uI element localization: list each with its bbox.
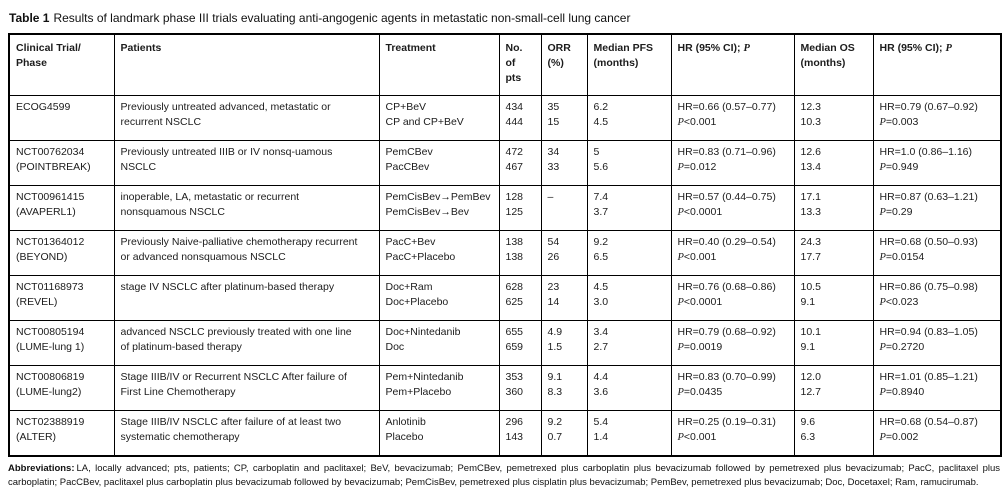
cell-pts: 353 360	[498, 365, 542, 411]
cell-patients: advanced NSCLC previously treated with o…	[113, 320, 380, 366]
table-row: NCT01168973 (REVEL) stage IV NSCLC after p…	[8, 275, 1002, 321]
cell-pts: 655 659	[498, 320, 542, 366]
cell-pts: 628 625	[498, 275, 542, 321]
cell-pts: 296 143	[498, 410, 542, 457]
table-title-text: Results of landmark phase III trials eva…	[53, 11, 631, 25]
cell-pts: 434 444	[498, 95, 542, 141]
cell-pfs: 5.4 1.4	[586, 410, 672, 457]
cell-os: 17.1 13.3	[793, 185, 874, 231]
cell-orr: 35 15	[540, 95, 588, 141]
abbreviations-label: Abbreviations:	[8, 463, 75, 474]
column-header-treatment: Treatment	[378, 33, 500, 96]
table-row: NCT00805194 (LUME-lung 1) advanced NSCLC p…	[8, 320, 1002, 366]
column-header-os: Median OS (months)	[793, 33, 874, 96]
cell-os: 10.1 9.1	[793, 320, 874, 366]
table-title-label: Table 1	[9, 11, 50, 25]
column-header-trial: Clinical Trial/Phase	[8, 33, 115, 96]
cell-patients: Previously Naive-palliative chemotherapy…	[113, 230, 380, 276]
cell-hr_os: HR=0.87 (0.63–1.21) P=0.29	[872, 185, 1002, 231]
cell-orr: –	[540, 185, 588, 231]
results-table: Clinical Trial/Phase Patients Treatment No.…	[8, 33, 1002, 457]
cell-trial: NCT00961415 (AVAPERL1)	[8, 185, 115, 231]
cell-orr: 23 14	[540, 275, 588, 321]
cell-patients: Previously untreated IIIB or IV nonsq-ua…	[113, 140, 380, 186]
cell-pfs: 6.2 4.5	[586, 95, 672, 141]
cell-pfs: 5 5.6	[586, 140, 672, 186]
table-row: NCT00762034 (POINTBREAK) Previously untrea…	[8, 140, 1002, 186]
cell-treatment: Pem+Nintedanib Pem+Placebo	[378, 365, 500, 411]
cell-treatment: PemCisBev→PemBev PemCisBev→Bev	[378, 185, 500, 231]
cell-patients: stage IV NSCLC after platinum-based ther…	[113, 275, 380, 321]
table-row: ECOG4599 Previously untreated advanced, m…	[8, 95, 1002, 141]
cell-pfs: 4.5 3.0	[586, 275, 672, 321]
cell-orr: 9.1 8.3	[540, 365, 588, 411]
cell-hr_os: HR=1.0 (0.86–1.16) P=0.949	[872, 140, 1002, 186]
cell-os: 12.0 12.7	[793, 365, 874, 411]
cell-pfs: 3.4 2.7	[586, 320, 672, 366]
cell-hr_os: HR=0.94 (0.83–1.05) P=0.2720	[872, 320, 1002, 366]
cell-pts: 472 467	[498, 140, 542, 186]
cell-hr_os: HR=1.01 (0.85–1.21) P=0.8940	[872, 365, 1002, 411]
table-row: NCT01364012 (BEYOND) Previously Naive-pall…	[8, 230, 1002, 276]
column-header-hr_os: HR (95% CI); P	[872, 33, 1002, 96]
cell-pfs: 4.4 3.6	[586, 365, 672, 411]
column-header-pfs: Median PFS (months)	[586, 33, 672, 96]
cell-trial: NCT01168973 (REVEL)	[8, 275, 115, 321]
cell-treatment: CP+BeV CP and CP+BeV	[378, 95, 500, 141]
table-row: NCT00961415 (AVAPERL1) inoperable, LA, met…	[8, 185, 1002, 231]
cell-orr: 54 26	[540, 230, 588, 276]
cell-hr_os: HR=0.68 (0.50–0.93) P=0.0154	[872, 230, 1002, 276]
abbreviations-note: Abbreviations: LA, locally advanced; pts,…	[8, 462, 1000, 489]
cell-pts: 128 125	[498, 185, 542, 231]
cell-os: 12.3 10.3	[793, 95, 874, 141]
cell-trial: NCT00805194 (LUME-lung 1)	[8, 320, 115, 366]
cell-os: 10.5 9.1	[793, 275, 874, 321]
table-header-row: Clinical Trial/Phase Patients Treatment No.…	[8, 33, 1002, 96]
cell-treatment: PacC+Bev PacC+Placebo	[378, 230, 500, 276]
cell-hr_pfs: HR=0.25 (0.19–0.31) P<0.001	[670, 410, 795, 457]
cell-orr: 9.2 0.7	[540, 410, 588, 457]
cell-hr_os: HR=0.79 (0.67–0.92) P=0.003	[872, 95, 1002, 141]
column-header-hr_pfs: HR (95% CI); P	[670, 33, 795, 96]
cell-hr_pfs: HR=0.76 (0.68–0.86) P<0.0001	[670, 275, 795, 321]
cell-hr_pfs: HR=0.57 (0.44–0.75) P<0.0001	[670, 185, 795, 231]
cell-pfs: 9.2 6.5	[586, 230, 672, 276]
column-header-patients: Patients	[113, 33, 380, 96]
cell-pts: 138 138	[498, 230, 542, 276]
cell-os: 12.6 13.4	[793, 140, 874, 186]
cell-hr_os: HR=0.86 (0.75–0.98) P<0.023	[872, 275, 1002, 321]
cell-hr_pfs: HR=0.66 (0.57–0.77) P<0.001	[670, 95, 795, 141]
table-row: NCT02388919 (ALTER) Stage IIIB/IV NSCLC af…	[8, 410, 1002, 457]
cell-hr_pfs: HR=0.40 (0.29–0.54) P<0.001	[670, 230, 795, 276]
cell-patients: inoperable, LA, metastatic or recurrent n…	[113, 185, 380, 231]
cell-trial: NCT00762034 (POINTBREAK)	[8, 140, 115, 186]
column-header-pts: No. of pts	[498, 33, 542, 96]
table-title: Table 1 Results of landmark phase III tri…	[9, 10, 1000, 26]
cell-trial: NCT00806819 (LUME-lung2)	[8, 365, 115, 411]
cell-os: 24.3 17.7	[793, 230, 874, 276]
cell-hr_pfs: HR=0.83 (0.71–0.96) P=0.012	[670, 140, 795, 186]
cell-treatment: Anlotinib Placebo	[378, 410, 500, 457]
table-row: NCT00806819 (LUME-lung2) Stage IIIB/IV or …	[8, 365, 1002, 411]
cell-patients: Previously untreated advanced, metastati…	[113, 95, 380, 141]
cell-patients: Stage IIIB/IV NSCLC after failure of at …	[113, 410, 380, 457]
cell-os: 9.6 6.3	[793, 410, 874, 457]
cell-trial: NCT02388919 (ALTER)	[8, 410, 115, 457]
cell-hr_pfs: HR=0.83 (0.70–0.99) P=0.0435	[670, 365, 795, 411]
cell-hr_os: HR=0.68 (0.54–0.87) P=0.002	[872, 410, 1002, 457]
cell-trial: NCT01364012 (BEYOND)	[8, 230, 115, 276]
cell-patients: Stage IIIB/IV or Recurrent NSCLC After f…	[113, 365, 380, 411]
cell-orr: 34 33	[540, 140, 588, 186]
cell-pfs: 7.4 3.7	[586, 185, 672, 231]
cell-treatment: Doc+Ram Doc+Placebo	[378, 275, 500, 321]
abbreviations-text: LA, locally advanced; pts, patients; CP,…	[8, 463, 1000, 488]
cell-hr_pfs: HR=0.79 (0.68–0.92) P=0.0019	[670, 320, 795, 366]
cell-treatment: Doc+Nintedanib Doc	[378, 320, 500, 366]
cell-trial: ECOG4599	[8, 95, 115, 141]
cell-treatment: PemCBev PacCBev	[378, 140, 500, 186]
column-header-orr: ORR (%)	[540, 33, 588, 96]
cell-orr: 4.9 1.5	[540, 320, 588, 366]
